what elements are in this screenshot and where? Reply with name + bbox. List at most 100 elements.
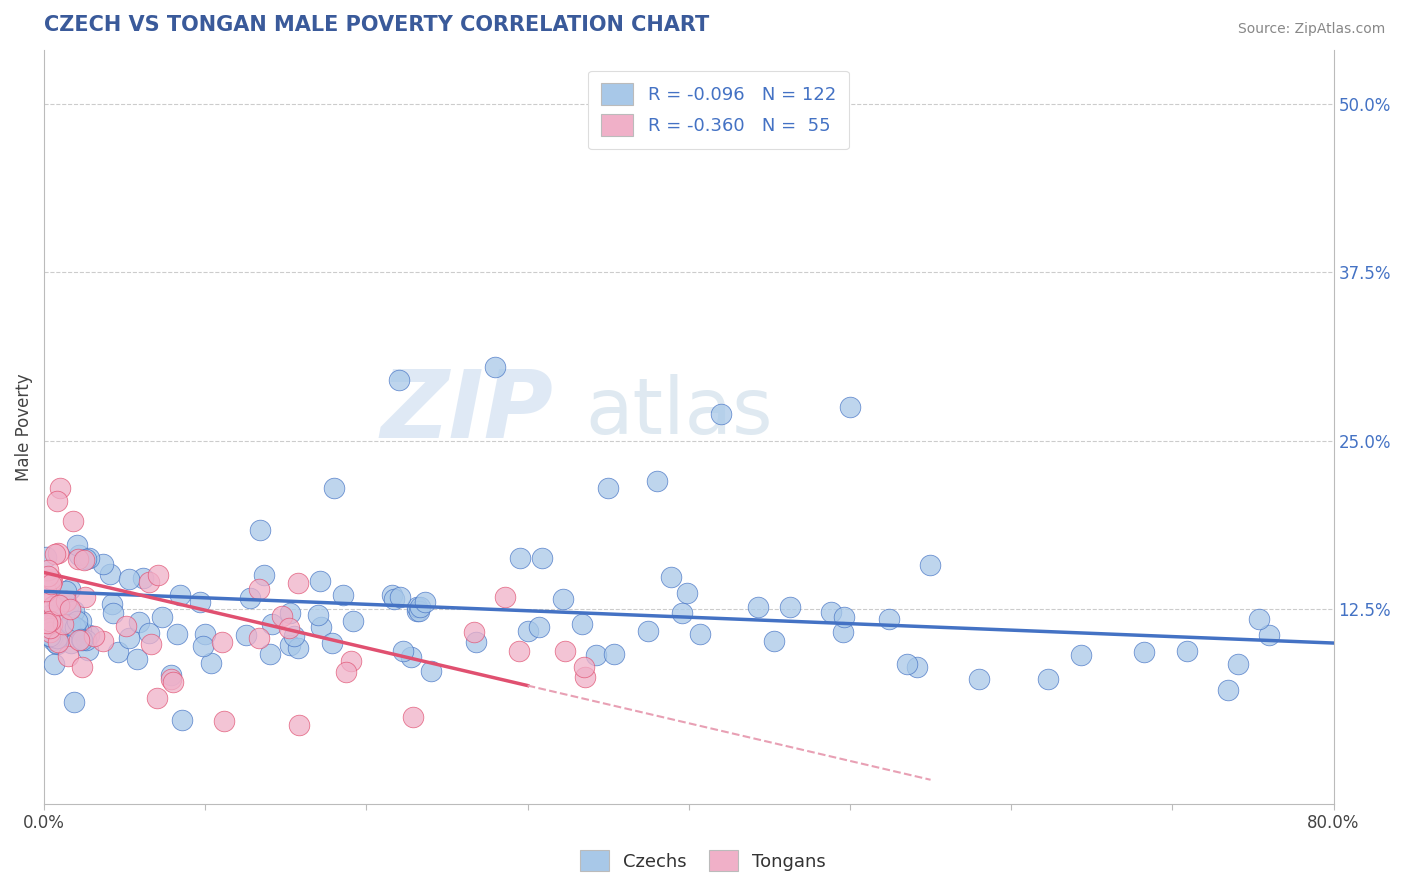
- Point: [60, 617, 83, 632]
- Point: [49, 623, 72, 637]
- Point: [1227, 657, 1250, 672]
- Point: [48, 599, 70, 613]
- Point: [72, 633, 94, 648]
- Point: [37, 568, 59, 582]
- Point: [516, 624, 538, 639]
- Point: [138, 626, 160, 640]
- Point: [127, 651, 149, 665]
- Point: [283, 629, 305, 643]
- Point: [63, 695, 86, 709]
- Point: [839, 400, 862, 414]
- Point: [41, 617, 63, 632]
- Text: atlas: atlas: [586, 374, 773, 450]
- Point: [463, 625, 485, 640]
- Point: [235, 628, 257, 642]
- Point: [37, 574, 59, 589]
- Point: [55, 594, 77, 608]
- Point: [689, 627, 711, 641]
- Legend: Czechs, Tongans: Czechs, Tongans: [572, 843, 834, 879]
- Point: [1249, 612, 1271, 626]
- Point: [553, 592, 575, 607]
- Point: [67, 548, 90, 562]
- Point: [905, 659, 928, 673]
- Point: [77, 628, 100, 642]
- Point: [747, 600, 769, 615]
- Point: [340, 654, 363, 668]
- Point: [59, 602, 82, 616]
- Point: [46, 631, 69, 645]
- Point: [100, 597, 122, 611]
- Point: [645, 474, 668, 488]
- Point: [309, 620, 332, 634]
- Point: [508, 644, 530, 658]
- Point: [62, 515, 84, 529]
- Point: [259, 648, 281, 662]
- Point: [59, 582, 82, 597]
- Point: [39, 608, 62, 623]
- Point: [62, 603, 84, 617]
- Point: [70, 615, 93, 629]
- Point: [308, 574, 330, 588]
- Point: [83, 630, 105, 644]
- Point: [77, 551, 100, 566]
- Point: [529, 619, 551, 633]
- Point: [260, 617, 283, 632]
- Point: [146, 568, 169, 582]
- Point: [118, 573, 141, 587]
- Point: [166, 627, 188, 641]
- Point: [41, 574, 63, 589]
- Point: [1038, 672, 1060, 686]
- Point: [44, 547, 66, 561]
- Point: [287, 576, 309, 591]
- Point: [323, 481, 346, 495]
- Point: [877, 612, 900, 626]
- Point: [76, 642, 98, 657]
- Point: [571, 616, 593, 631]
- Point: [39, 615, 62, 630]
- Point: [401, 650, 423, 665]
- Point: [67, 623, 90, 637]
- Point: [603, 647, 626, 661]
- Point: [509, 551, 531, 566]
- Point: [572, 660, 595, 674]
- Point: [464, 635, 486, 649]
- Point: [39, 621, 62, 635]
- Point: [381, 588, 404, 602]
- Legend: R = -0.096   N = 122, R = -0.360   N =  55: R = -0.096 N = 122, R = -0.360 N = 55: [588, 70, 849, 149]
- Point: [55, 584, 77, 599]
- Point: [39, 577, 62, 591]
- Point: [93, 557, 115, 571]
- Point: [37, 564, 59, 578]
- Point: [66, 614, 89, 628]
- Point: [46, 637, 69, 651]
- Point: [659, 569, 682, 583]
- Point: [35, 584, 58, 599]
- Point: [211, 635, 233, 649]
- Point: [37, 616, 59, 631]
- Point: [247, 582, 270, 596]
- Point: [66, 552, 89, 566]
- Point: [585, 648, 607, 663]
- Point: [239, 591, 262, 606]
- Point: [191, 639, 214, 653]
- Point: [831, 625, 853, 640]
- Point: [554, 644, 576, 658]
- Point: [75, 551, 97, 566]
- Point: [918, 558, 941, 573]
- Point: [160, 672, 183, 686]
- Point: [41, 630, 63, 644]
- Point: [39, 629, 62, 643]
- Point: [98, 567, 121, 582]
- Point: [530, 550, 553, 565]
- Point: [52, 616, 75, 631]
- Point: [162, 675, 184, 690]
- Point: [69, 624, 91, 638]
- Point: [278, 606, 301, 620]
- Point: [63, 620, 86, 634]
- Point: [139, 636, 162, 650]
- Point: [967, 673, 990, 687]
- Point: [91, 633, 114, 648]
- Point: [402, 710, 425, 724]
- Point: [59, 616, 82, 631]
- Point: [321, 636, 343, 650]
